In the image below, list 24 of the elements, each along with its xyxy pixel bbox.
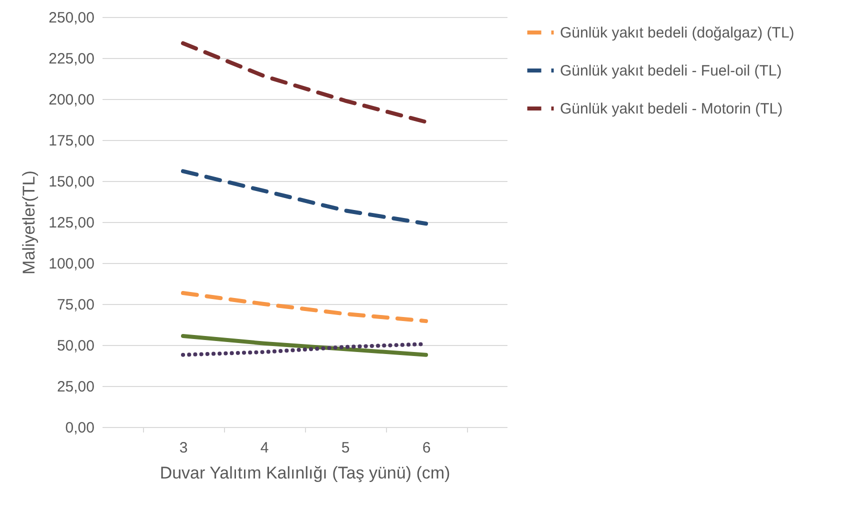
y-tick-label: 225,00: [48, 50, 94, 68]
legend-label: Günlük yakıt bedeli - Fuel-oil (TL): [560, 62, 782, 80]
y-tick-label: 100,00: [48, 256, 94, 272]
y-tick-label: 200,00: [48, 92, 94, 108]
legend-label: Günlük yakıt bedeli - Motorin (TL): [560, 100, 783, 118]
y-tick-label: 25,00: [56, 378, 94, 396]
y-tick-label: 250,00: [48, 10, 94, 26]
line-series: [181, 291, 428, 324]
y-axis-title: Maliyetler(TL): [20, 170, 39, 274]
x-axis-title: Duvar Yalıtım Kalınlığı (Taş yünü) (cm): [160, 464, 450, 482]
legend-label: Günlük yakıt bedeli (doğalgaz) (TL): [560, 24, 794, 42]
line-series: [181, 169, 428, 226]
x-tick-label: 4: [260, 440, 269, 456]
y-tick-label: 75,00: [56, 296, 94, 314]
y-tick-label: 50,00: [56, 338, 94, 354]
x-tick-label: 3: [179, 440, 188, 456]
y-tick-label: 125,00: [48, 214, 94, 232]
y-tick-label: 0,00: [65, 420, 94, 436]
x-tick-label: 6: [422, 440, 431, 456]
line-series: [181, 41, 428, 124]
y-tick-label: 150,00: [48, 174, 94, 190]
y-tick-label: 175,00: [48, 132, 94, 150]
line-series: [181, 334, 428, 357]
x-tick-label: 5: [341, 440, 350, 456]
